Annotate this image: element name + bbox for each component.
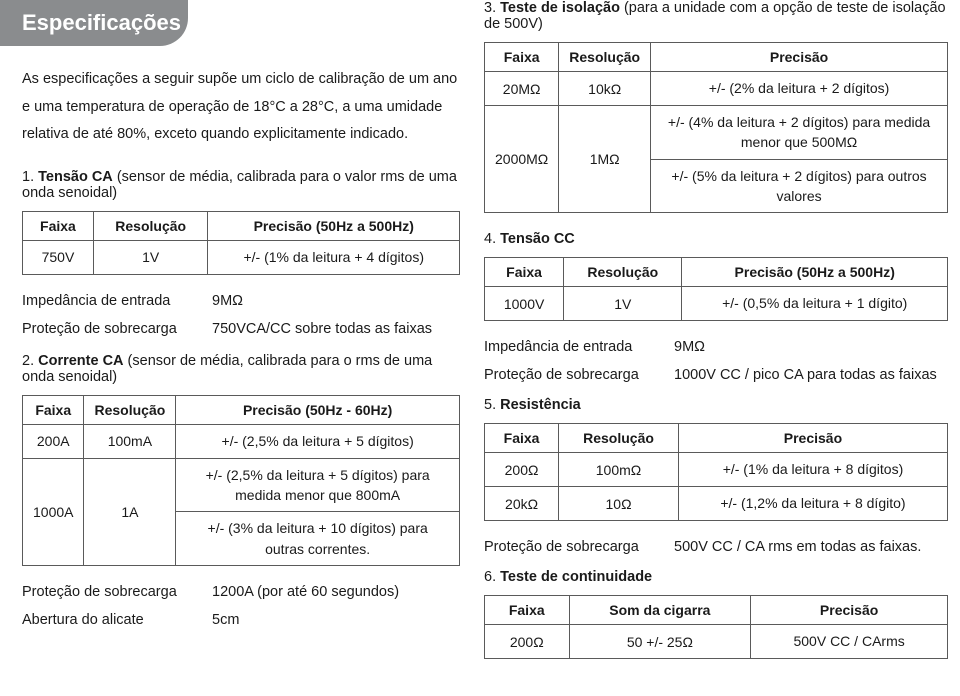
- sec5-heading: 5. Resistência: [484, 397, 948, 413]
- sec1-th-resolucao: Resolução: [93, 211, 208, 240]
- sec2-label: Corrente CA: [34, 353, 123, 369]
- sec6-th-faixa: Faixa: [485, 596, 570, 625]
- table-cell: 100mA: [84, 424, 176, 458]
- kv-key: Proteção de sobrecarga: [22, 584, 212, 600]
- kv-key: Proteção de sobrecarga: [484, 367, 674, 383]
- sec2-th-precisao: Precisão (50Hz - 60Hz): [176, 395, 460, 424]
- kv-key: Proteção de sobrecarga: [484, 539, 674, 555]
- kv-key: Impedância de entrada: [22, 293, 212, 309]
- sec1-impedancia: Impedância de entrada 9MΩ: [22, 293, 460, 309]
- sec1-heading: 1. Tensão CA (sensor de média, calibrada…: [22, 169, 460, 201]
- kv-value: 5cm: [212, 612, 239, 628]
- sec2-num: 2.: [22, 353, 34, 369]
- kv-value: 9MΩ: [212, 293, 243, 309]
- sec5-th-resolucao: Resolução: [559, 424, 679, 453]
- table-cell: 1MΩ: [559, 106, 651, 213]
- sec1-table: Faixa Resolução Precisão (50Hz a 500Hz) …: [22, 211, 460, 275]
- sec2-th-resolucao: Resolução: [84, 395, 176, 424]
- table-cell: 10kΩ: [559, 72, 651, 106]
- sec3-heading: 3. Teste de isolação (para a unidade com…: [484, 0, 948, 32]
- table-cell: 100mΩ: [559, 453, 679, 487]
- sec4-heading: 4. Tensão CC: [484, 231, 948, 247]
- table-cell: 20MΩ: [485, 72, 559, 106]
- sec3-num: 3.: [484, 0, 496, 16]
- table-cell: 750V: [23, 240, 94, 274]
- sec3-th-resolucao: Resolução: [559, 43, 651, 72]
- table-cell: +/- (2,5% da leitura + 5 dígitos) para m…: [176, 458, 460, 565]
- sec2-th-faixa: Faixa: [23, 395, 84, 424]
- table-cell: 500V CC / CArms: [751, 625, 948, 659]
- kv-value: 1000V CC / pico CA para todas as faixas: [674, 367, 937, 383]
- sec2-table: Faixa Resolução Precisão (50Hz - 60Hz) 2…: [22, 395, 460, 566]
- kv-key: Abertura do alicate: [22, 612, 212, 628]
- sec6-num: 6.: [484, 569, 496, 585]
- table-cell: 2000MΩ: [485, 106, 559, 213]
- sec6-th-som: Som da cigarra: [569, 596, 751, 625]
- table-cell: +/- (1% da leitura + 8 dígitos): [678, 453, 947, 487]
- sec4-protecao: Proteção de sobrecarga 1000V CC / pico C…: [484, 367, 948, 383]
- sec5-th-faixa: Faixa: [485, 424, 559, 453]
- table-cell: +/- (1% da leitura + 4 dígitos): [208, 240, 460, 274]
- kv-value: 500V CC / CA rms em todas as faixas.: [674, 539, 921, 555]
- sec4-num: 4.: [484, 231, 496, 247]
- sec1-protecao: Proteção de sobrecarga 750VCA/CC sobre t…: [22, 321, 460, 337]
- intro-text: As especificações a seguir supõe um cicl…: [22, 66, 460, 149]
- sec3-th-precisao: Precisão: [651, 43, 948, 72]
- table-cell: 1000V: [485, 287, 564, 321]
- page-title: Especificações: [0, 0, 188, 46]
- table-cell: 1V: [93, 240, 208, 274]
- kv-value: 9MΩ: [674, 339, 705, 355]
- sec1-th-precisao: Precisão (50Hz a 500Hz): [208, 211, 460, 240]
- sec2-abertura: Abertura do alicate 5cm: [22, 612, 460, 628]
- table-cell: 1V: [564, 287, 682, 321]
- sec4-th-faixa: Faixa: [485, 258, 564, 287]
- sec5-table: Faixa Resolução Precisão 200Ω 100mΩ +/- …: [484, 423, 948, 521]
- precision-part: +/- (2,5% da leitura + 5 dígitos) para m…: [176, 459, 459, 512]
- sec3-label: Teste de isolação: [496, 0, 620, 16]
- sec4-th-resolucao: Resolução: [564, 258, 682, 287]
- sec2-heading: 2. Corrente CA (sensor de média, calibra…: [22, 353, 460, 385]
- table-cell: 200A: [23, 424, 84, 458]
- table-cell: +/- (2% da leitura + 2 dígitos): [651, 72, 948, 106]
- sec6-table: Faixa Som da cigarra Precisão 200Ω 50 +/…: [484, 595, 948, 659]
- sec5-label: Resistência: [496, 397, 581, 413]
- precision-part: +/- (4% da leitura + 2 dígitos) para med…: [651, 106, 947, 159]
- table-cell: 200Ω: [485, 453, 559, 487]
- sec4-label: Tensão CC: [496, 231, 575, 247]
- table-cell: 200Ω: [485, 625, 570, 659]
- table-cell: 1000A: [23, 458, 84, 565]
- kv-value: 1200A (por até 60 segundos): [212, 584, 399, 600]
- sec1-label: Tensão CA: [34, 169, 113, 185]
- sec5-th-precisao: Precisão: [678, 424, 947, 453]
- sec6-heading: 6. Teste de continuidade: [484, 569, 948, 585]
- kv-value: 750VCA/CC sobre todas as faixas: [212, 321, 432, 337]
- sec4-table: Faixa Resolução Precisão (50Hz a 500Hz) …: [484, 257, 948, 321]
- table-cell: 50 +/- 25Ω: [569, 625, 751, 659]
- sec5-protecao: Proteção de sobrecarga 500V CC / CA rms …: [484, 539, 948, 555]
- sec1-num: 1.: [22, 169, 34, 185]
- table-cell: +/- (0,5% da leitura + 1 dígito): [682, 287, 948, 321]
- sec6-label: Teste de continuidade: [496, 569, 652, 585]
- sec4-impedancia: Impedância de entrada 9MΩ: [484, 339, 948, 355]
- sec6-th-precisao: Precisão: [751, 596, 948, 625]
- precision-part: +/- (3% da leitura + 10 dígitos) para ou…: [176, 511, 459, 565]
- precision-part: +/- (5% da leitura + 2 dígitos) para out…: [651, 159, 947, 213]
- kv-key: Proteção de sobrecarga: [22, 321, 212, 337]
- table-cell: +/- (2,5% da leitura + 5 dígitos): [176, 424, 460, 458]
- table-cell: 1A: [84, 458, 176, 565]
- table-cell: 10Ω: [559, 487, 679, 521]
- sec4-th-precisao: Precisão (50Hz a 500Hz): [682, 258, 948, 287]
- sec5-num: 5.: [484, 397, 496, 413]
- sec1-th-faixa: Faixa: [23, 211, 94, 240]
- table-cell: +/- (1,2% da leitura + 8 dígito): [678, 487, 947, 521]
- table-cell: +/- (4% da leitura + 2 dígitos) para med…: [651, 106, 948, 213]
- kv-key: Impedância de entrada: [484, 339, 674, 355]
- sec2-protecao: Proteção de sobrecarga 1200A (por até 60…: [22, 584, 460, 600]
- table-cell: 20kΩ: [485, 487, 559, 521]
- sec3-th-faixa: Faixa: [485, 43, 559, 72]
- sec3-table: Faixa Resolução Precisão 20MΩ 10kΩ +/- (…: [484, 42, 948, 213]
